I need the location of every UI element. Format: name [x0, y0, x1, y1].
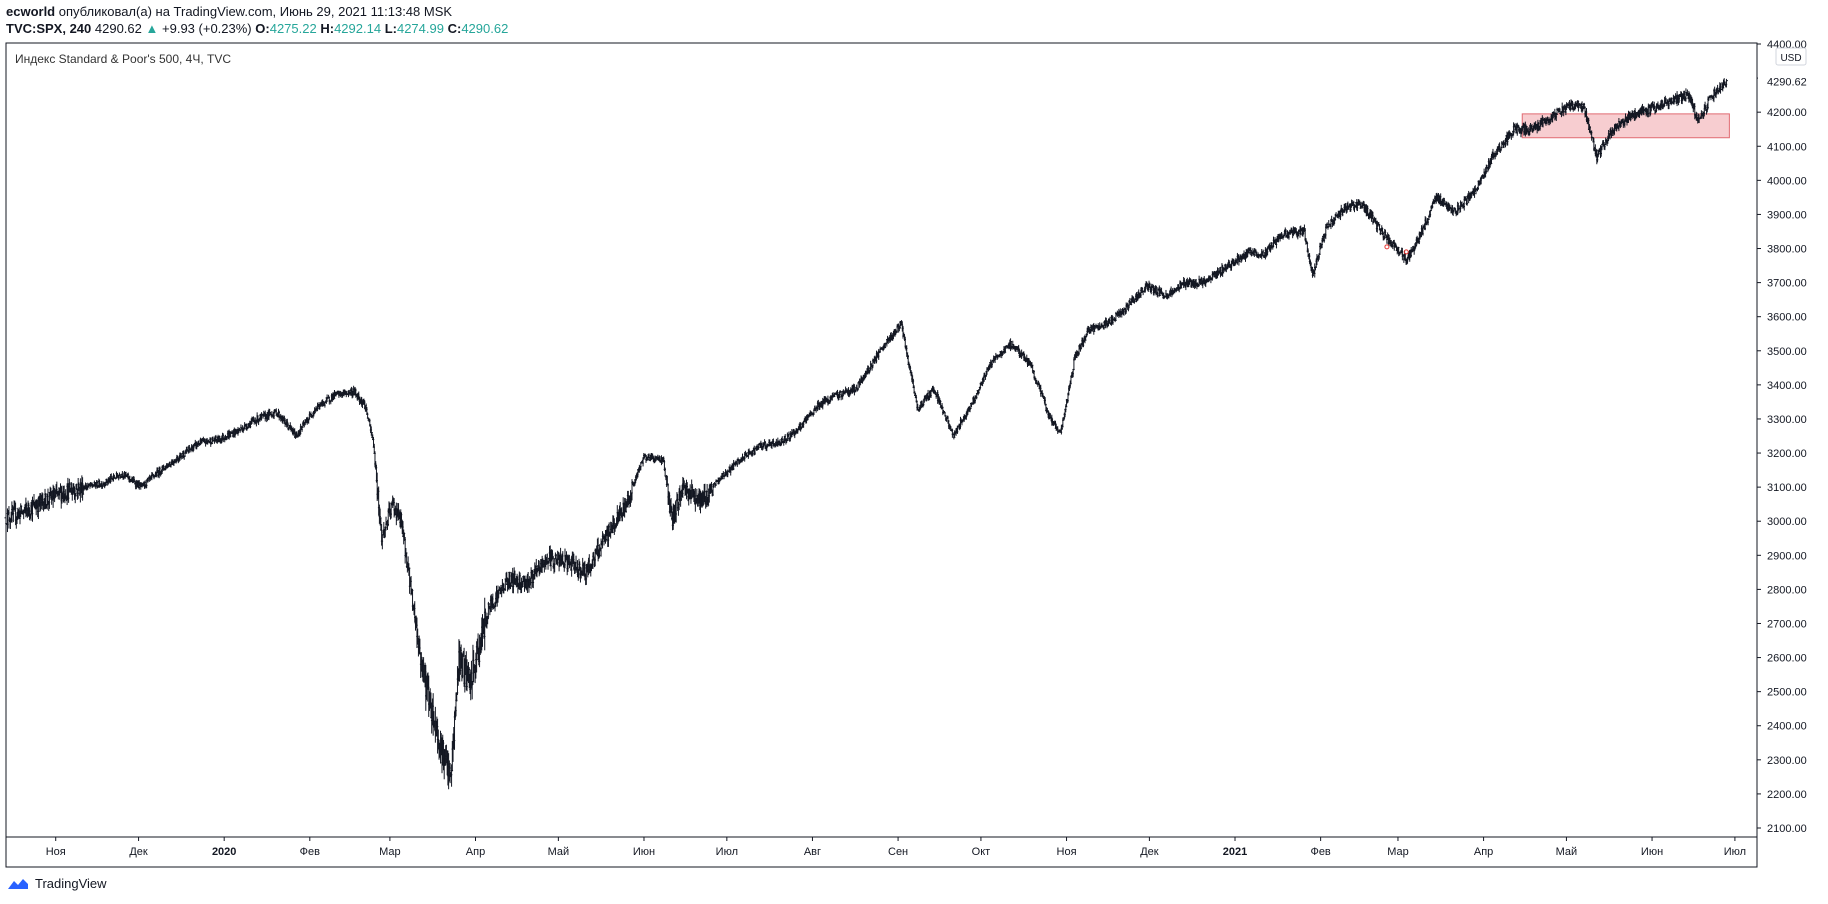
- tradingview-branding[interactable]: TradingView: [6, 876, 107, 891]
- price-tick-label: 3200.00: [1767, 448, 1807, 460]
- price-tick-label: 3100.00: [1767, 482, 1807, 494]
- author-name[interactable]: ecworld: [6, 4, 56, 19]
- time-tick-label: Июл: [1724, 846, 1746, 858]
- time-axis[interactable]: Ноя Дек 2020 Фев Мар Апр Май Июн Июл Авг Сен Окт Ноя…: [46, 837, 1746, 858]
- price-tick-label: 2200.00: [1767, 789, 1807, 801]
- price-tick-label: 2900.00: [1767, 550, 1807, 562]
- price-change: +9.93 (+0.23%): [162, 21, 252, 36]
- open-label: O:: [255, 21, 270, 36]
- price-tick-label: 4200.00: [1767, 107, 1807, 119]
- price-tick-label: 2400.00: [1767, 721, 1807, 733]
- price-tick-label: 3500.00: [1767, 346, 1807, 358]
- price-bars: [4, 78, 1728, 790]
- time-tick-label: Мар: [1387, 846, 1409, 858]
- low-label: L:: [384, 21, 397, 36]
- time-tick-label: Ноя: [1057, 846, 1077, 858]
- time-tick-label: Дек: [129, 846, 148, 858]
- last-price: 4290.62: [94, 21, 142, 36]
- published-text: опубликовал(а) на TradingView.com, Июнь …: [58, 4, 453, 19]
- currency-label: USD: [1780, 53, 1801, 64]
- time-tick-label: Авг: [804, 846, 821, 858]
- price-tick-label: 2300.00: [1767, 755, 1807, 767]
- price-tick-label: 3400.00: [1767, 380, 1807, 392]
- close-value: 4290.62: [461, 21, 509, 36]
- price-axis[interactable]: 2100.00 2200.00 2300.00 2400.00 2500.00 2600.…: [1757, 39, 1807, 835]
- price-tick-label: 2700.00: [1767, 618, 1807, 630]
- time-tick-label: Ноя: [46, 846, 66, 858]
- open-value: 4275.22: [269, 21, 317, 36]
- close-label: C:: [447, 21, 462, 36]
- symbol-legend: TVC:SPX, 240 4290.62 ▲ +9.93 (+0.23%) O:…: [6, 21, 508, 37]
- price-tick-label: 3600.00: [1767, 312, 1807, 324]
- time-tick-label: Июн: [633, 846, 655, 858]
- price-tick-label: 3800.00: [1767, 244, 1807, 256]
- price-tick-label: 4000.00: [1767, 175, 1807, 187]
- time-tick-label: Май: [548, 846, 570, 858]
- currency-badge[interactable]: USD: [1775, 47, 1807, 66]
- chart-title: Индекс Standard & Poor's 500, 4Ч, TVC: [15, 52, 232, 66]
- time-tick-label: Фев: [300, 846, 320, 858]
- last-price-label: 4290.62: [1758, 73, 1818, 90]
- time-tick-label: Дек: [1140, 846, 1159, 858]
- price-tick-label: 2100.00: [1767, 823, 1807, 835]
- price-tick-label: 2800.00: [1767, 584, 1807, 596]
- time-tick-label: Сен: [888, 846, 908, 858]
- price-tick-label: 4100.00: [1767, 141, 1807, 153]
- chart-frame: [5, 42, 1758, 868]
- price-tick-label: 3300.00: [1767, 414, 1807, 426]
- time-tick-label: Апр: [466, 846, 485, 858]
- time-tick-label: 2020: [212, 846, 236, 858]
- time-tick-label: 2021: [1223, 846, 1247, 858]
- change-up-icon: ▲: [145, 21, 159, 36]
- time-tick-label: Июн: [1641, 846, 1663, 858]
- price-tick-label: 3700.00: [1767, 278, 1807, 290]
- time-tick-label: Мар: [379, 846, 401, 858]
- symbol-name[interactable]: TVC:SPX, 240: [6, 21, 92, 36]
- time-tick-label: Май: [1556, 846, 1578, 858]
- last-price-value: 4290.62: [1767, 76, 1807, 88]
- time-tick-label: Апр: [1474, 846, 1493, 858]
- brand-name: TradingView: [35, 876, 107, 891]
- low-value: 4274.99: [396, 21, 444, 36]
- price-tick-label: 3000.00: [1767, 516, 1807, 528]
- price-tick-label: 2500.00: [1767, 687, 1807, 699]
- price-tick-label: 2600.00: [1767, 653, 1807, 665]
- publish-info: ecworld опубликовал(а) на TradingView.co…: [6, 4, 452, 20]
- time-tick-label: Фев: [1310, 846, 1330, 858]
- time-tick-label: Окт: [972, 846, 991, 858]
- price-tick-label: 3900.00: [1767, 209, 1807, 221]
- high-value: 4292.14: [334, 21, 382, 36]
- tradingview-logo-icon: [8, 878, 28, 889]
- high-label: H:: [320, 21, 335, 36]
- time-tick-label: Июл: [716, 846, 738, 858]
